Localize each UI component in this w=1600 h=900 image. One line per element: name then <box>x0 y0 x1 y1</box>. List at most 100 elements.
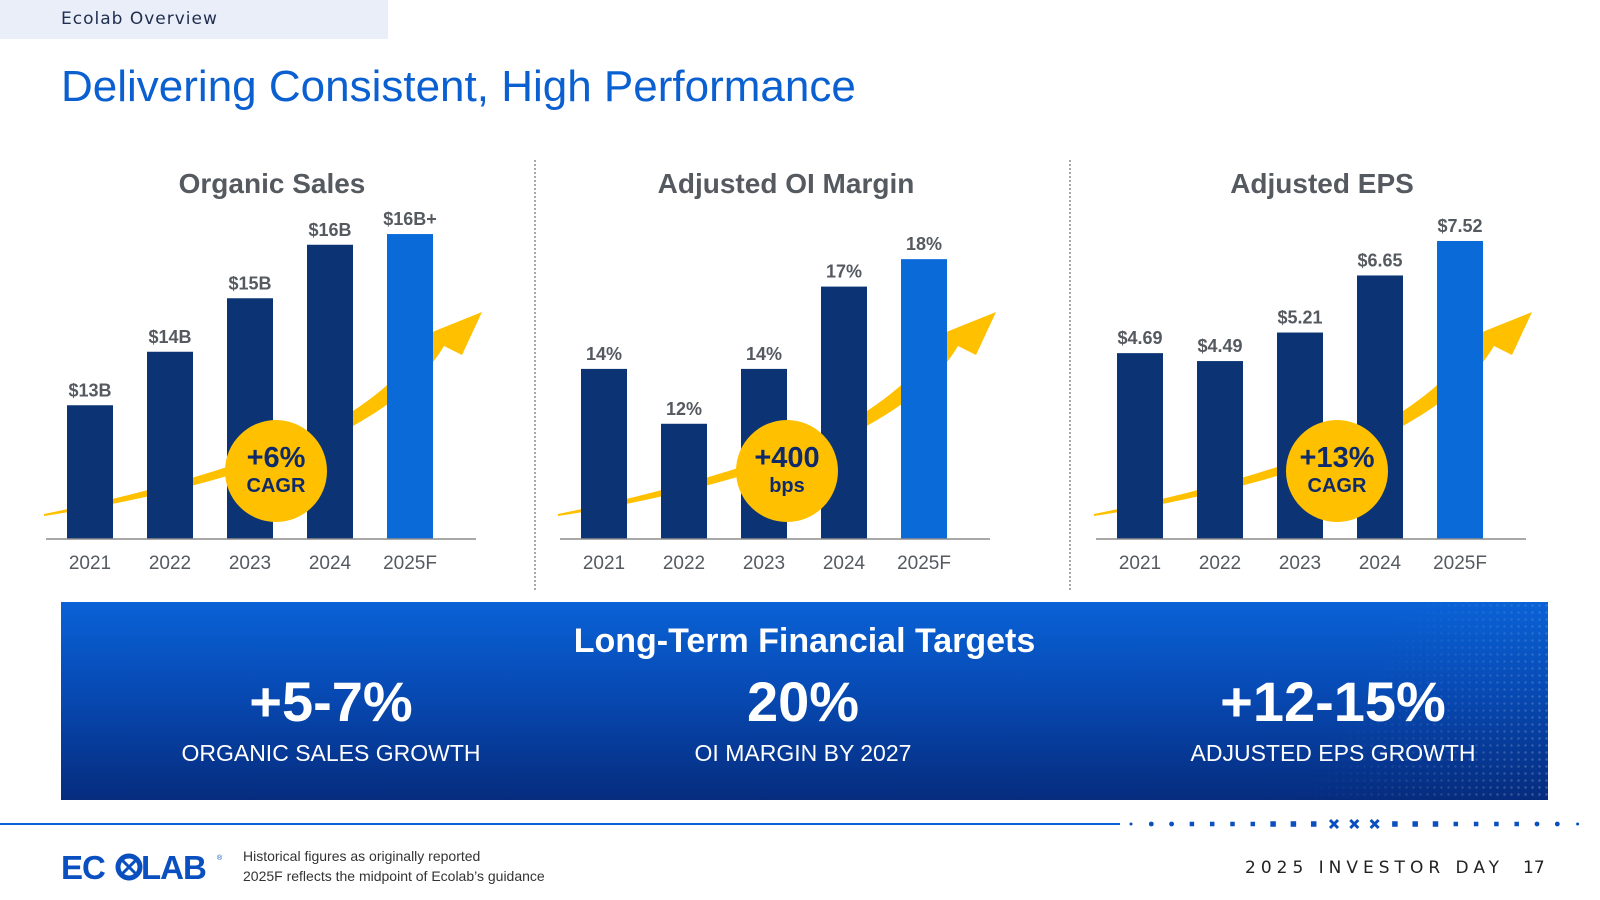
data-label: 14% <box>586 344 622 364</box>
ecolab-logo-mark: EC LAB ® <box>61 850 223 882</box>
footer-dot <box>1328 818 1340 830</box>
footer-dot <box>1349 818 1360 830</box>
data-label: $4.49 <box>1197 336 1242 356</box>
bar-2022 <box>147 351 193 539</box>
targets-title: Long-Term Financial Targets <box>573 622 1036 660</box>
bar-2021 <box>581 368 627 539</box>
x-tick-label: 2023 <box>1279 553 1321 574</box>
target-oi-margin: 20% OI MARGIN BY 2027 <box>573 670 1033 768</box>
page-number: 17 <box>1523 858 1545 878</box>
data-label: $16B <box>308 220 351 240</box>
data-label: 12% <box>666 399 702 419</box>
footer-dot <box>1453 821 1459 827</box>
chart-title: Adjusted EPS <box>1230 168 1414 199</box>
bar-2022 <box>1197 361 1243 539</box>
target-value: +5-7% <box>249 670 413 733</box>
ecolab-logo: EC LAB ® <box>61 850 231 882</box>
footer-dot <box>1148 821 1154 827</box>
footer-dot <box>1369 818 1380 830</box>
x-tick-label: 2024 <box>1359 553 1402 574</box>
svg-text:EC: EC <box>61 850 105 882</box>
data-label: $4.69 <box>1117 328 1162 348</box>
badge-label: bps <box>769 475 805 497</box>
x-tick-label: 2022 <box>149 553 191 574</box>
x-tick-label: 2021 <box>1119 553 1161 574</box>
chart-title: Adjusted OI Margin <box>657 168 915 199</box>
badge-label: CAGR <box>246 475 306 497</box>
footer-dot <box>1392 821 1398 827</box>
data-label: 17% <box>826 262 862 282</box>
data-label: $14B <box>148 327 191 347</box>
data-label: $15B <box>228 273 271 293</box>
footer-rule <box>0 823 1120 825</box>
x-tick-label: 2022 <box>1199 553 1241 574</box>
data-label: 18% <box>906 234 942 254</box>
target-value: 20% <box>746 670 860 733</box>
x-tick-label: 2025F <box>383 553 437 574</box>
growth-arrow <box>558 312 996 516</box>
section-tab-label: Ecolab Overview <box>61 9 218 29</box>
footer-dot <box>1473 821 1479 827</box>
footnote: Historical figures as originally reporte… <box>243 846 545 886</box>
bar-2025f <box>387 234 433 540</box>
x-tick-label: 2023 <box>229 553 271 574</box>
footer-dot-pattern <box>1129 818 1580 830</box>
footer-dot <box>1230 821 1235 827</box>
bar-2022 <box>661 423 707 539</box>
event-label: 2025 INVESTOR DAY <box>1245 858 1505 878</box>
data-label: 14% <box>746 344 782 364</box>
footer-dot <box>1290 821 1297 827</box>
target-label: OI MARGIN BY 2027 <box>694 740 912 766</box>
footer-dot <box>1310 821 1317 827</box>
badge-value: +13% <box>1299 442 1375 474</box>
cagr-badge: +13% CAGR <box>1286 420 1388 522</box>
data-label: $6.65 <box>1357 250 1402 270</box>
target-eps-growth: +12-15% ADJUSTED EPS GROWTH <box>1103 670 1548 768</box>
x-tick-label: 2025F <box>1433 553 1487 574</box>
x-tick-label: 2023 <box>743 553 785 574</box>
adjusted-eps-chart: Adjusted EPS $4.69 2021 $4.49 2022 $5.21 2023… <box>1072 158 1572 594</box>
long-term-targets-banner: Long-Term Financial Targets +5-7% ORGANI… <box>61 602 1548 800</box>
footnote-line: Historical figures as originally reporte… <box>243 848 481 864</box>
chart-divider <box>534 160 536 590</box>
adjusted-eps-plot: $4.69 2021 $4.49 2022 $5.21 2023 $6.65 2024 $7.5… <box>1094 216 1532 574</box>
data-label: $13B <box>68 380 111 400</box>
page-title: Delivering Consistent, High Performance <box>61 62 856 111</box>
x-tick-label: 2024 <box>309 553 352 574</box>
footer-dot <box>1554 821 1560 827</box>
footer-dot <box>1270 821 1276 827</box>
badge-value: +400 <box>754 442 820 474</box>
badge-label: CAGR <box>1307 475 1367 497</box>
footnote-line: 2025F reflects the midpoint of Ecolab’s … <box>243 868 545 884</box>
organic-sales-plot: $13B 2021 $14B 2022 $15B 2023 $16B 2024 $16B+ 202… <box>44 209 482 574</box>
x-tick-label: 2024 <box>823 553 866 574</box>
growth-arrow <box>44 312 482 516</box>
target-value: +12-15% <box>1220 670 1446 733</box>
target-label: ADJUSTED EPS GROWTH <box>1190 740 1476 766</box>
target-label: ORGANIC SALES GROWTH <box>181 740 481 766</box>
data-label: $7.52 <box>1437 216 1482 236</box>
footer-dot <box>1189 821 1195 827</box>
footer-dot <box>1432 821 1439 827</box>
organic-sales-chart: Organic Sales $13B 2021 $14B 2022 $15B 2023 $1… <box>22 158 522 594</box>
bps-badge: +400 bps <box>736 420 838 522</box>
footer-dot <box>1534 821 1540 827</box>
footer-dot <box>1514 821 1519 827</box>
x-tick-label: 2021 <box>583 553 625 574</box>
footer-dot <box>1209 821 1215 827</box>
svg-text:LAB: LAB <box>141 850 206 882</box>
bar-2021 <box>1117 353 1163 539</box>
footer-dot <box>1250 821 1256 827</box>
bar-2025f <box>1437 240 1483 540</box>
dot-pattern <box>1228 602 1548 800</box>
growth-arrow <box>1094 312 1532 516</box>
x-tick-label: 2021 <box>69 553 111 574</box>
data-label: $5.21 <box>1277 308 1322 328</box>
footer-dot <box>1576 822 1580 826</box>
bar-2021 <box>67 405 113 539</box>
bar-2025f <box>901 259 947 539</box>
chart-title: Organic Sales <box>178 168 366 199</box>
footer-dot <box>1412 821 1418 827</box>
target-organic-sales: +5-7% ORGANIC SALES GROWTH <box>101 670 561 768</box>
data-label: $16B+ <box>383 209 437 229</box>
